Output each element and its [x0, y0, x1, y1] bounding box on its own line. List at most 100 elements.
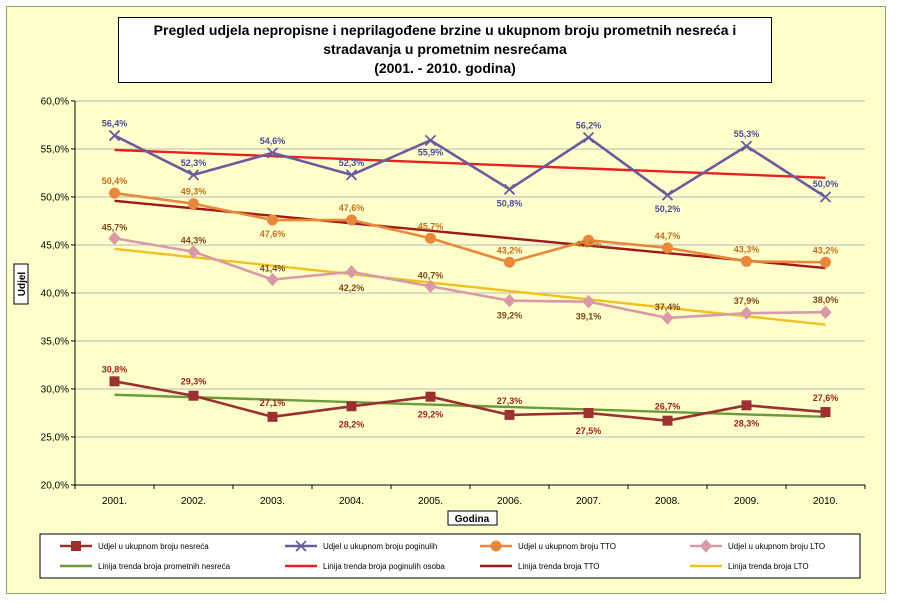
- series-1-label-8: 55,3%: [734, 129, 760, 139]
- x-tick-label-0: 2001.: [102, 496, 127, 507]
- legend-item-5: Linija trenda broja poginulih osoba: [285, 562, 445, 571]
- series-0-label-4: 29,2%: [418, 410, 444, 420]
- series-1-label-3: 52,3%: [339, 158, 365, 168]
- series-2-point-8: [741, 255, 752, 267]
- series-1-label-1: 52,3%: [181, 158, 207, 168]
- x-tick-label-1: 2002.: [181, 496, 206, 507]
- series-1-point-0: [108, 129, 121, 142]
- series-1-label-0: 56,4%: [102, 119, 128, 129]
- series-2-label-4: 45,7%: [418, 221, 444, 231]
- series-1-label-2: 54,6%: [260, 136, 286, 146]
- series-2-point-1: [188, 198, 199, 210]
- series-0-label-6: 27,5%: [576, 426, 602, 436]
- x-axis-title-box: Godina: [447, 510, 498, 526]
- series-3-point-9: [819, 305, 832, 319]
- series-3-label-2: 41,4%: [260, 264, 286, 274]
- x-tick-label-7: 2008.: [655, 496, 680, 507]
- series-1-point-6: [582, 131, 595, 144]
- series-3-label-8: 37,9%: [734, 296, 760, 306]
- data-series: [108, 129, 832, 426]
- series-1-label-9: 50,0%: [813, 179, 839, 189]
- legend-label-4: Linija trenda broja prometnih nesreća: [98, 562, 231, 571]
- series-2-point-3: [346, 214, 357, 226]
- x-tick-label-3: 2004.: [339, 496, 364, 507]
- series-1-point-7: [661, 189, 674, 201]
- legend-label-1: Udjel u ukupnom broju poginulih: [323, 542, 437, 551]
- series-0-point-8: [741, 400, 752, 411]
- y-tick-label-4: 40,0%: [41, 289, 69, 300]
- series-1-point-2: [266, 147, 279, 159]
- legend-label-3: Udjel u ukupnom broju LTO: [728, 542, 825, 551]
- chart-title-line-2: stradavanja u prometnim nesrećama: [323, 41, 567, 57]
- series-0-label-5: 27,3%: [497, 396, 523, 406]
- series-2-point-2: [267, 214, 278, 226]
- series-1-point-5: [503, 183, 516, 195]
- series-1-label-4: 55,9%: [418, 147, 444, 157]
- series-3-point-7: [661, 311, 674, 325]
- series-2-point-6: [583, 234, 594, 246]
- series-0-point-0: [109, 376, 120, 387]
- y-tick-label-0: 20,0%: [41, 481, 69, 492]
- series-3-point-3: [345, 265, 358, 279]
- series-1-label-5: 50,8%: [497, 198, 523, 208]
- legend-item-0: Udjel u ukupnom broju nesreća: [60, 541, 209, 551]
- legend-label-2: Udjel u ukupnom broju TTO: [518, 542, 616, 551]
- series-2-label-8: 43,3%: [734, 244, 760, 254]
- series-0-label-3: 28,2%: [339, 419, 365, 429]
- series-2-label-9: 43,2%: [813, 245, 839, 255]
- y-axis-title: Udjel: [17, 272, 28, 297]
- series-0-label-7: 26,7%: [655, 402, 681, 412]
- legend: Udjel u ukupnom broju nesreća Udjel u uku…: [39, 533, 861, 579]
- legend-marker-1: [295, 540, 307, 552]
- series-2-point-0: [109, 187, 120, 199]
- series-2-label-1: 49,3%: [181, 187, 207, 197]
- series-2-label-2: 47,6%: [260, 229, 286, 239]
- series-line-3: [114, 236, 826, 320]
- x-tick-label-5: 2006.: [497, 496, 522, 507]
- y-tick-label-1: 25,0%: [41, 433, 69, 444]
- series-3-point-1: [187, 244, 200, 259]
- series-0-label-1: 29,3%: [181, 377, 207, 387]
- series-3-label-4: 40,7%: [418, 270, 444, 280]
- series-3-point-0: [108, 231, 121, 246]
- series-1-point-9: [819, 191, 832, 203]
- series-3-point-6: [582, 294, 595, 309]
- series-0-point-4: [425, 391, 436, 402]
- series-3-label-0: 45,7%: [102, 222, 128, 232]
- series-3-point-2: [266, 272, 279, 287]
- series-3-label-9: 38,0%: [813, 295, 839, 305]
- legend-label-6: Linija trenda broja TTO: [518, 562, 600, 571]
- legend-item-6: Linija trenda broja TTO: [480, 562, 600, 571]
- series-1-label-7: 50,2%: [655, 204, 681, 214]
- series-0-point-7: [662, 415, 673, 426]
- y-tick-label-6: 50,0%: [41, 193, 69, 204]
- series-0-label-9: 27,6%: [813, 393, 839, 403]
- legend-item-2: Udjel u ukupnom broju TTO: [480, 540, 616, 552]
- legend-label-7: Linija trenda broja LTO: [728, 562, 809, 571]
- series-3-label-3: 42,2%: [339, 283, 365, 293]
- y-tick-label-5: 45,0%: [41, 241, 69, 252]
- y-tick-label-3: 35,0%: [41, 337, 69, 348]
- series-0-label-2: 27,1%: [260, 398, 286, 408]
- series-3-point-5: [503, 293, 516, 308]
- legend-item-1: Udjel u ukupnom broju poginulih: [285, 540, 437, 552]
- series-0-point-3: [346, 401, 357, 412]
- axes: 20,0% 25,0% 30,0% 35,0% 40,0% 45,0% 50,0% 55,0%…: [41, 97, 866, 507]
- legend-item-7: Linija trenda broja LTO: [690, 562, 809, 571]
- series-2-label-6: 45,5%: [576, 239, 602, 249]
- series-1-label-6: 56,2%: [576, 120, 602, 130]
- y-axis-title-box: Udjel: [13, 263, 29, 305]
- series-2-label-7: 44,7%: [655, 231, 681, 241]
- chart-title: Pregled udjela nepropisne i neprilagođen…: [118, 17, 772, 83]
- series-3-label-5: 39,2%: [497, 311, 523, 321]
- legend-item-4: Linija trenda broja prometnih nesreća: [60, 562, 231, 571]
- chart-title-line-3: (2001. - 2010. godina): [374, 60, 516, 76]
- legend-label-5: Linija trenda broja poginulih osoba: [323, 562, 445, 571]
- series-0-point-2: [267, 411, 278, 422]
- series-0-label-8: 28,3%: [734, 418, 760, 428]
- series-1-point-8: [740, 140, 753, 152]
- x-tick-label-4: 2005.: [418, 496, 443, 507]
- series-2-point-5: [504, 256, 515, 268]
- legend-marker-2: [490, 540, 502, 552]
